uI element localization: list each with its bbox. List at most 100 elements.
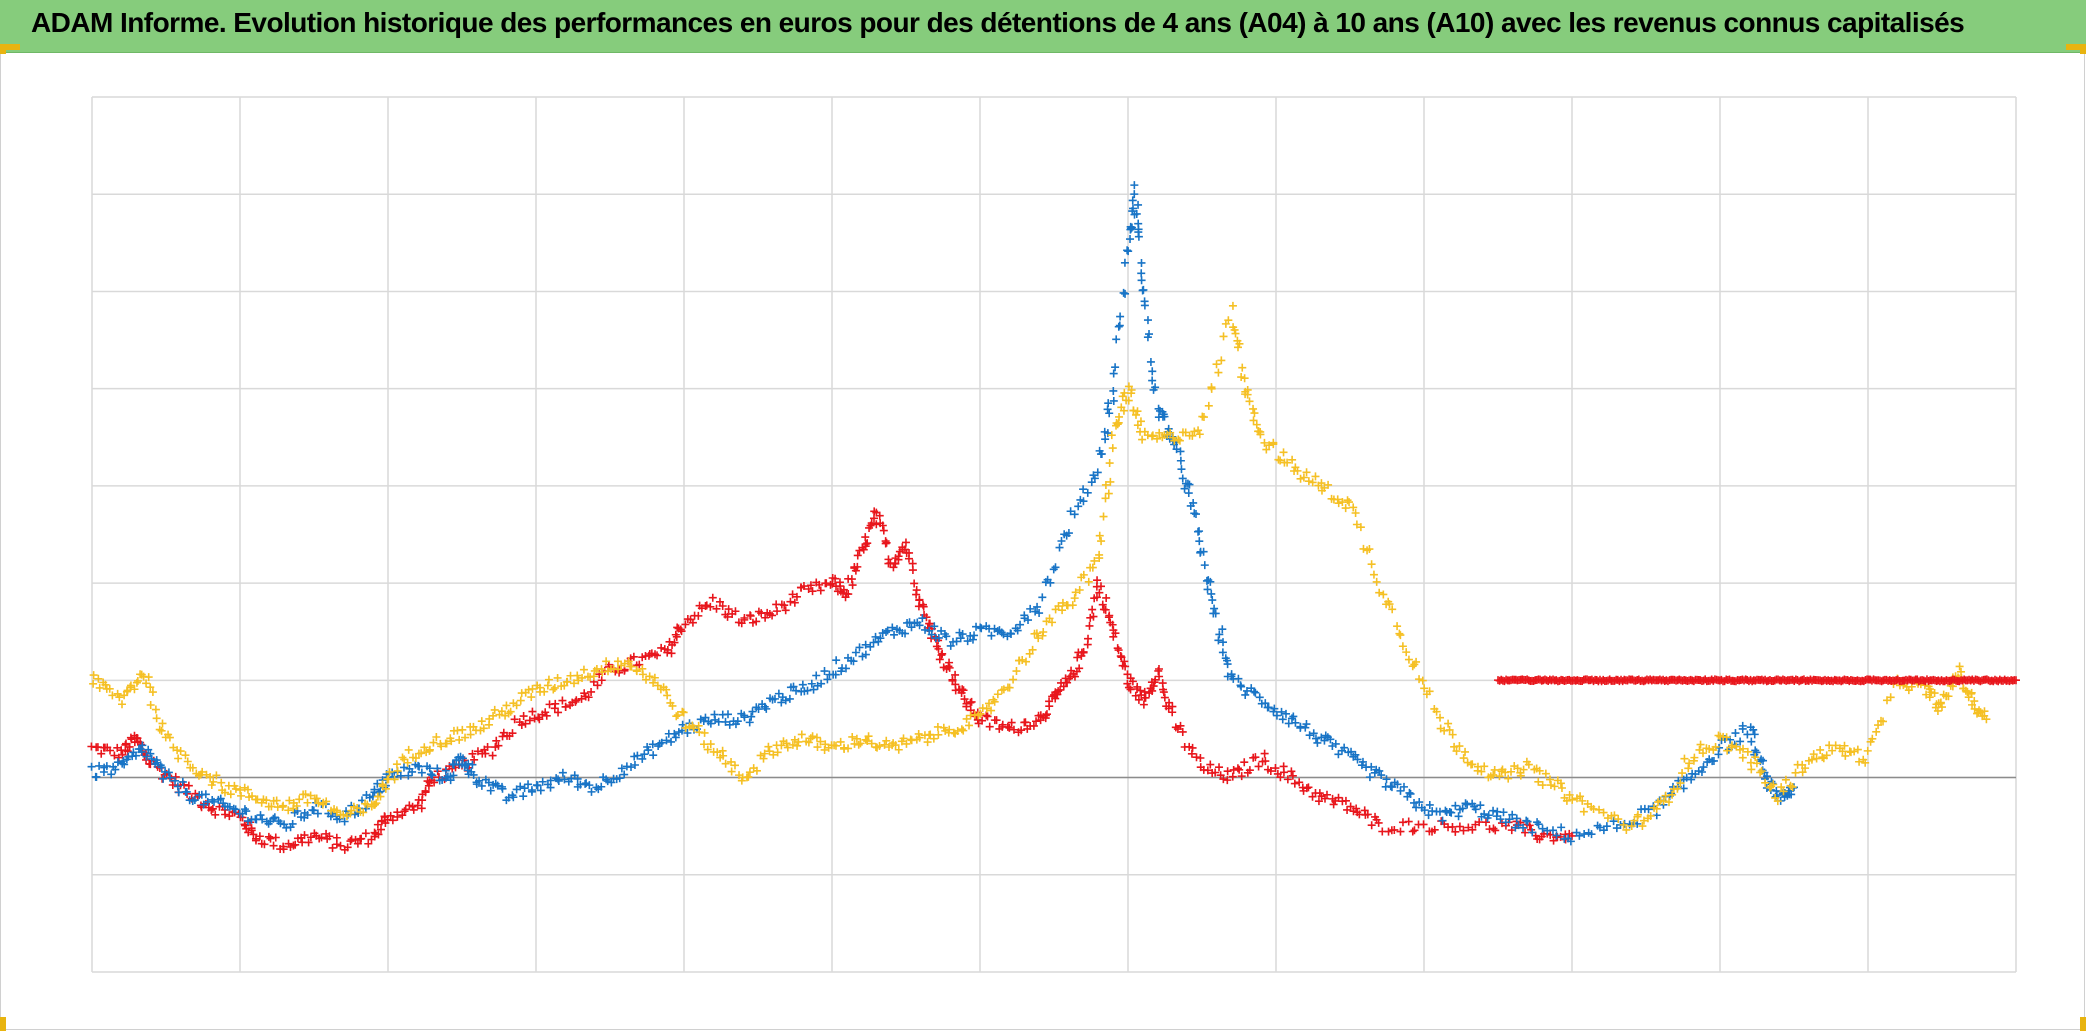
data-point: [291, 840, 300, 849]
data-point: [1752, 748, 1761, 757]
data-point: [1261, 699, 1270, 708]
data-point: [165, 733, 174, 742]
data-point: [1120, 657, 1129, 666]
data-point: [786, 597, 795, 606]
data-point: [1334, 793, 1343, 802]
data-point: [364, 839, 373, 848]
data-point: [1134, 695, 1143, 704]
data-point: [1188, 743, 1197, 752]
data-point: [157, 726, 166, 735]
data-point: [173, 746, 182, 755]
data-point: [108, 691, 117, 700]
data-point: [585, 781, 594, 790]
data-point: [1841, 751, 1850, 760]
data-point: [133, 676, 142, 685]
data-point: [209, 797, 218, 806]
data-point: [1367, 560, 1376, 569]
data-point: [987, 631, 996, 640]
data-point: [1237, 772, 1246, 781]
data-point: [803, 686, 812, 695]
data-point: [1293, 466, 1302, 475]
data-point: [442, 739, 451, 748]
data-point: [300, 831, 309, 840]
data-point: [1005, 723, 1014, 732]
data-point: [790, 598, 799, 607]
data-point: [894, 745, 903, 754]
data-point: [541, 708, 550, 717]
data-point: [146, 683, 155, 692]
data-point: [1191, 510, 1200, 519]
data-point: [1097, 450, 1106, 459]
data-point: [1283, 775, 1292, 784]
data-point: [1818, 753, 1827, 762]
data-point: [1791, 768, 1800, 777]
data-point: [918, 614, 927, 623]
data-point: [1249, 404, 1258, 413]
data-point: [984, 699, 993, 708]
data-point: [1190, 427, 1199, 436]
data-point: [1393, 622, 1402, 631]
data-point: [1098, 600, 1107, 609]
data-point: [1565, 790, 1574, 799]
data-point: [1850, 747, 1859, 756]
data-point: [1578, 796, 1587, 805]
data-point: [1438, 816, 1447, 825]
data-point: [1176, 456, 1185, 465]
data-point: [1071, 588, 1080, 597]
data-point: [95, 761, 104, 770]
data-point: [1715, 743, 1724, 752]
data-point: [1194, 426, 1203, 435]
data-point: [509, 793, 518, 802]
data-point: [1652, 804, 1661, 813]
data-point: [1095, 554, 1104, 563]
data-point: [1751, 753, 1760, 762]
data-point: [1238, 363, 1247, 372]
data-point: [816, 586, 825, 595]
data-point: [159, 774, 168, 783]
data-point: [372, 799, 381, 808]
data-point: [1546, 775, 1555, 784]
data-point: [1363, 810, 1372, 819]
data-point: [271, 833, 280, 842]
data-point: [165, 773, 174, 782]
data-point: [1121, 662, 1130, 671]
data-point: [867, 519, 876, 528]
data-point: [1020, 611, 1029, 620]
data-point: [1009, 675, 1018, 684]
data-point: [1005, 683, 1014, 692]
data-point: [328, 843, 337, 852]
data-point: [148, 688, 157, 697]
data-point: [1568, 795, 1577, 804]
data-point: [1440, 726, 1449, 735]
data-point: [999, 685, 1008, 694]
data-point: [1016, 620, 1025, 629]
data-point: [912, 590, 921, 599]
data-point: [1480, 762, 1489, 771]
data-point: [1853, 745, 1862, 754]
data-point: [748, 707, 757, 716]
data-point: [1048, 618, 1057, 627]
data-point: [765, 747, 774, 756]
data-point: [243, 817, 252, 826]
data-point: [839, 585, 848, 594]
data-point: [1101, 435, 1110, 444]
data-point: [1761, 778, 1770, 787]
data-point: [774, 689, 783, 698]
data-point: [270, 813, 279, 822]
data-point: [812, 671, 821, 680]
data-point: [1127, 389, 1136, 398]
data-point: [997, 628, 1006, 637]
data-point: [1136, 686, 1145, 695]
data-point: [638, 670, 647, 679]
data-point: [1302, 784, 1311, 793]
data-point: [1024, 616, 1033, 625]
data-point: [1393, 780, 1402, 789]
data-point: [1375, 588, 1384, 597]
data-point: [1264, 703, 1273, 712]
data-point: [101, 680, 110, 689]
data-point: [915, 733, 924, 742]
data-point: [1146, 357, 1155, 366]
data-point: [899, 734, 908, 743]
data-point: [1042, 710, 1051, 719]
data-point: [1580, 830, 1589, 839]
